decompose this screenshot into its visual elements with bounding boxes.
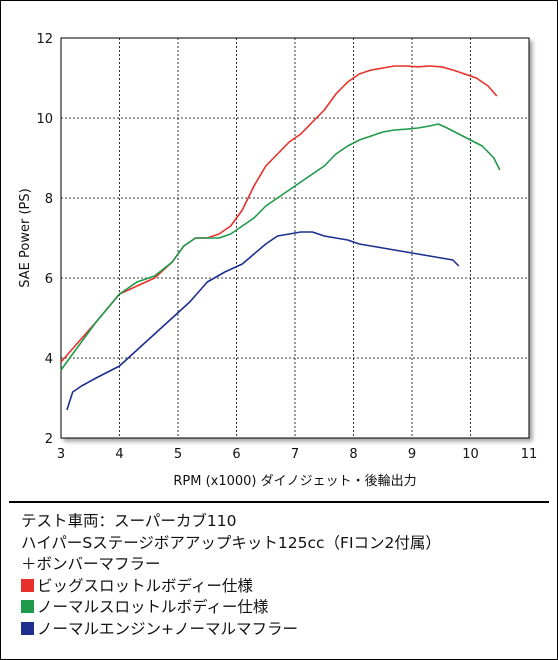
x-tick-label: 7: [291, 447, 299, 462]
x-axis-label: RPM (x1000) ダイノジェット・後輪出力: [173, 473, 416, 489]
legend-box: テスト車両：スーパーカブ110 ハイパーSステージボアアップキット125cc（F…: [9, 501, 549, 655]
legend-label: ビッグスロットルボディー仕様: [37, 576, 253, 595]
y-axis-label: SAE Power (PS): [18, 188, 33, 287]
x-tick-label: 11: [521, 447, 538, 462]
legend-label: ノーマルエンジン+ノーマルマフラー: [37, 619, 298, 638]
legend-item-normal-engine: ノーマルエンジン+ノーマルマフラー: [21, 619, 539, 641]
x-tick-label: 10: [462, 447, 479, 462]
y-tick-label: 8: [45, 192, 53, 207]
muffler-text: ＋ボンバーマフラー: [21, 555, 161, 573]
red-swatch-icon: [21, 578, 34, 592]
legend-label: ノーマルスロットルボディー仕様: [37, 598, 269, 616]
kit-text: ハイパーSステージボアアップキット125cc（FIコン2付属）: [21, 533, 441, 552]
blue-swatch-icon: [21, 621, 34, 635]
series-line-2: [60, 123, 501, 371]
dyno-chart: 3 4 5 6 7 8 9 10 11 2 4 6 8 10 12 RPM (x1000) ダイノジェット・…: [18, 32, 537, 489]
green-swatch-icon: [21, 600, 34, 613]
y-tick-label: 10: [36, 112, 53, 127]
test-vehicle-text: テスト車両：スーパーカブ110: [21, 512, 237, 530]
x-tick-label: 3: [57, 447, 65, 462]
legend-item-normal-throttle: ノーマルスロットルボディー仕様: [21, 597, 539, 619]
series-lines: [60, 65, 501, 411]
y-tick-label: 12: [36, 32, 53, 47]
grid: [61, 38, 529, 438]
y-tick-label: 2: [45, 432, 53, 447]
legend-item-big-throttle: ビッグスロットルボディー仕様: [21, 576, 539, 598]
y-tick-label: 6: [45, 272, 53, 287]
x-tick-label: 6: [232, 447, 240, 462]
y-tick-label: 4: [45, 352, 53, 367]
x-tick-label: 5: [174, 447, 182, 462]
x-tick-label: 8: [349, 447, 357, 462]
x-tick-label: 9: [408, 447, 416, 462]
tick-labels: 3 4 5 6 7 8 9 10 11 2 4 6 8 10 12: [36, 32, 537, 462]
x-tick-label: 4: [115, 447, 123, 462]
series-line-3: [66, 231, 460, 411]
